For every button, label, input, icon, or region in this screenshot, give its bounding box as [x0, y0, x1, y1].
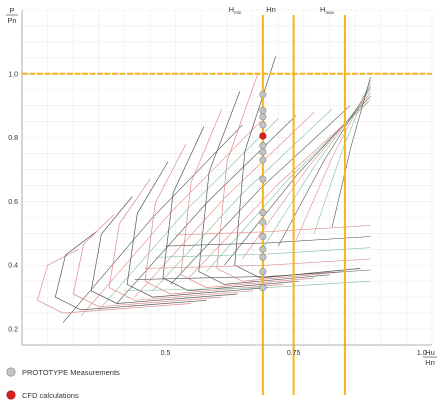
prototype-point [259, 284, 267, 292]
opening-line [152, 108, 333, 292]
efficiency-iso-line [90, 196, 238, 304]
axis-ticks: 0.2 0.4 0.6 0.8 1.0 0.5 0.75 1.0 [8, 71, 426, 357]
prototype-point [259, 253, 267, 261]
opening-line [260, 89, 371, 253]
y-tick-label: 0.8 [8, 135, 18, 142]
legend-label-prototype: PROTOTYPE Measurements [22, 368, 120, 377]
opening-line [295, 83, 371, 240]
efficiency-iso-line [126, 161, 269, 298]
prototype-point [259, 175, 267, 183]
hn-label: Hn [266, 5, 276, 14]
legend-marker-cfd [6, 390, 16, 400]
efficiency-iso-line [180, 108, 315, 288]
efficiency-iso-line [54, 231, 207, 311]
x-axis-label-numerator: Hu [425, 348, 435, 357]
opening-line [62, 124, 243, 323]
x-tick-label: 0.5 [161, 350, 171, 357]
x-tick-label: 1.0 [417, 350, 427, 357]
prototype-point [259, 245, 267, 253]
y-tick-label: 1.0 [8, 71, 18, 78]
prototype-point [259, 107, 267, 115]
power-line [155, 247, 371, 258]
y-axis-label-numerator: P [9, 6, 14, 15]
data-points [259, 91, 267, 292]
prototype-point [259, 233, 267, 241]
prototype-point [259, 142, 267, 150]
y-tick-label: 0.4 [8, 263, 18, 270]
x-tick-label: 0.75 [287, 350, 301, 357]
opening-line [331, 76, 371, 228]
legend-label-cfd: CFD calculations [22, 391, 79, 400]
y-axis-label-denominator: Pn [7, 16, 16, 25]
y-tick-label: 0.6 [8, 199, 18, 206]
power-line [165, 236, 371, 247]
efficiency-iso-line [162, 126, 299, 292]
opening-line [313, 80, 371, 234]
prototype-point [259, 113, 267, 121]
efficiency-iso-line [198, 91, 330, 285]
hmax-label: Hmax [320, 5, 335, 15]
efficiency-iso-line [36, 248, 192, 314]
hmin-label: Hmin [229, 5, 242, 15]
prototype-point [259, 91, 267, 99]
prototype-point [259, 209, 267, 217]
prototype-point [259, 268, 267, 276]
y-tick-label: 0.2 [8, 327, 18, 334]
efficiency-iso-line [216, 73, 345, 282]
power-line [144, 258, 371, 269]
power-line [124, 280, 371, 292]
prototype-point [259, 148, 267, 156]
x-axis-label-denominator: Hn [425, 358, 435, 367]
reference-lines [22, 15, 432, 395]
legend: PROTOTYPE Measurements CFD calculations [6, 367, 120, 400]
efficiency-iso-line [144, 143, 284, 295]
power-line [134, 269, 371, 280]
prototype-point [259, 218, 267, 226]
efficiency-curves [36, 56, 371, 323]
prototype-point [259, 156, 267, 164]
power-line [175, 225, 371, 236]
opening-line [188, 102, 369, 279]
efficiency-iso-line [108, 178, 253, 301]
legend-marker-prototype [6, 367, 16, 377]
prototype-point [259, 121, 267, 129]
opening-line [134, 111, 315, 298]
efficiency-iso-line [72, 213, 222, 308]
cfd-point [259, 132, 267, 140]
